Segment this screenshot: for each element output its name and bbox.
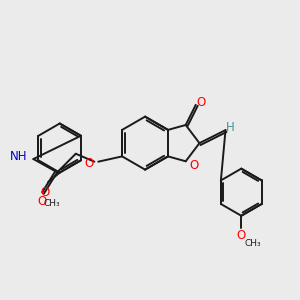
Text: O: O bbox=[40, 186, 50, 199]
Text: O: O bbox=[237, 229, 246, 242]
Text: O: O bbox=[196, 96, 205, 110]
Text: CH₃: CH₃ bbox=[44, 200, 60, 208]
Text: O: O bbox=[189, 159, 198, 172]
Text: NH: NH bbox=[10, 150, 28, 163]
Text: H: H bbox=[226, 121, 235, 134]
Text: O: O bbox=[84, 157, 93, 170]
Text: CH₃: CH₃ bbox=[245, 239, 261, 248]
Text: O: O bbox=[38, 195, 46, 208]
